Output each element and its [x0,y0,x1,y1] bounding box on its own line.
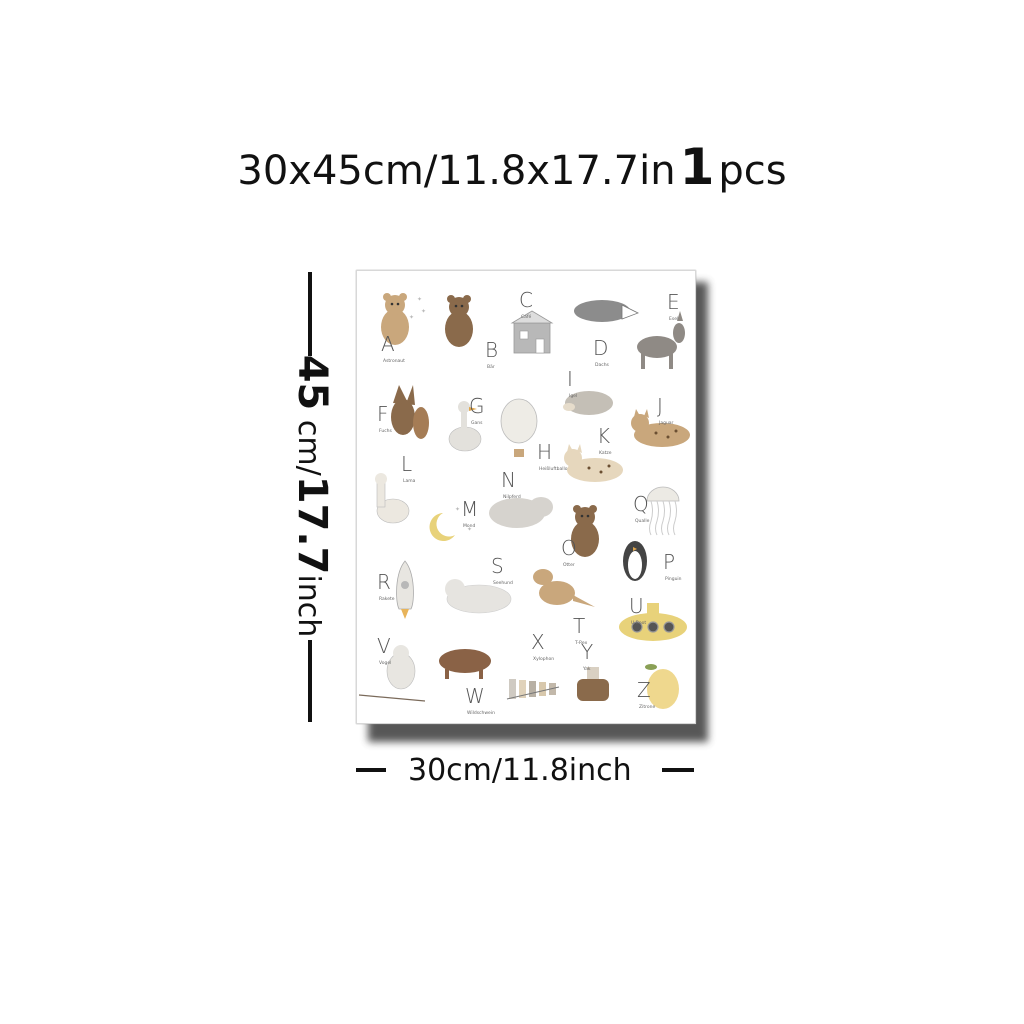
letter-o: O [561,536,577,560]
letter-h: H [537,440,552,464]
tile-h-illustration [500,398,538,457]
word-y: Yak [582,666,591,672]
tile-c-illustration [510,310,554,354]
letter-b: B [485,338,498,362]
tile-t-illustration [533,569,595,607]
word-w: Wildschwein [467,710,495,716]
word-v: Vogel [379,660,391,666]
word-i: Igel [569,393,577,399]
letter-n: N [501,468,516,492]
sparkle-icon: ✦ [467,526,472,533]
letter-y: Y [581,640,593,664]
word-o: Otter [563,562,575,568]
sparkle-icon: ✦ [455,506,460,513]
tile-x-illustration [506,679,560,700]
letter-g: G [469,394,485,418]
word-s: Seehund [493,580,513,586]
height-dimension-label: 45 cm/17.7inch [289,355,335,638]
word-h: Heißluftballon [539,466,570,472]
tile-m-illustration [429,513,455,541]
tile-e-illustration [637,311,685,369]
size-text: 30x45cm/11.8x17.7in [237,148,676,194]
tile-u-illustration [619,603,687,641]
width-dimension-bar-left [356,768,386,772]
tile-a-illustration [381,293,409,345]
tile-q-illustration [646,486,680,536]
tile-i-illustration [563,391,613,415]
letter-r: R [377,570,391,594]
letter-j: J [657,394,663,418]
height-in-value: 17.7 [289,475,335,575]
height-cm-unit: cm/ [291,419,326,476]
tile-b-illustration [445,295,473,347]
quantity-number: 1 [679,138,715,196]
letter-p: P [663,550,675,574]
word-l: Lama [403,478,416,484]
word-j: Jaguar [658,420,674,426]
letter-s: S [491,554,504,578]
letter-k: K [597,424,610,448]
letter-f: F [377,402,389,426]
word-a: Astronaut [383,358,405,364]
word-e: Esel [669,316,678,322]
word-p: Pinguin [665,576,682,582]
letter-x: X [531,630,545,654]
word-k: Katze [599,450,612,456]
sparkle-icon: ✦ [409,314,414,321]
letter-d: D [593,336,608,360]
size-headline: 30x45cm/11.8x17.7in1 pcs [0,138,1024,196]
sparkle-icon: ✦ [417,296,422,303]
word-x: Xylophon [533,656,554,662]
tile-z-illustration [645,664,679,709]
word-d: Dachs [595,362,610,368]
letter-i: I [567,367,573,391]
height-dimension-bar-bottom [308,640,312,722]
tile-w-illustration [439,649,491,679]
tile-y-illustration [577,667,609,701]
tile-d-illustration [574,300,639,322]
letter-t: T [573,614,585,638]
tile-j-illustration [631,409,690,447]
word-m: Mond [463,523,475,529]
letter-v: V [377,634,391,658]
width-dimension-bar-right [662,768,694,772]
tile-n-illustration [489,497,553,528]
height-dimension-bar-top [308,272,312,356]
tile-v-illustration [358,645,426,702]
alphabet-poster: ✦ ✦ ✦ ✦ ✦ A Astronaut B Bär C Café D Dachs E Esel F Fuch… [356,270,696,724]
word-r: Rakete [379,596,395,602]
width-dimension-label: 30cm/11.8inch [408,753,632,788]
tile-o-illustration [571,505,599,557]
tile-p-illustration [623,541,647,581]
height-in-unit: inch [291,574,326,638]
sparkle-icon: ✦ [421,308,426,315]
word-u: U-Boot [631,620,646,626]
quantity-unit: pcs [718,148,787,194]
letter-q: Q [633,492,649,516]
word-f: Fuchs [379,428,393,434]
letter-e: E [667,290,680,314]
letter-l: L [401,452,412,476]
word-c: Café [521,313,531,320]
tile-r-illustration [396,560,414,619]
word-t: T-Rex [574,640,588,646]
letter-u: U [629,594,644,618]
word-b: Bär [487,364,495,370]
letter-c: C [519,288,533,312]
word-q: Qualle [635,518,650,524]
tile-g-illustration [448,401,482,452]
letter-m: M [461,497,478,521]
word-g: Gans [471,420,483,426]
letter-z: Z [637,678,651,702]
tile-s-illustration [445,579,512,614]
word-n: Nilpferd [503,494,521,500]
word-z: Zitrone [639,704,655,710]
tile-l-illustration [375,473,410,524]
letter-a: A [381,332,395,356]
tile-f-illustration [391,385,429,439]
height-cm-value: 45 [289,354,335,411]
letter-w: W [465,684,485,708]
tile-k-illustration [564,444,623,482]
